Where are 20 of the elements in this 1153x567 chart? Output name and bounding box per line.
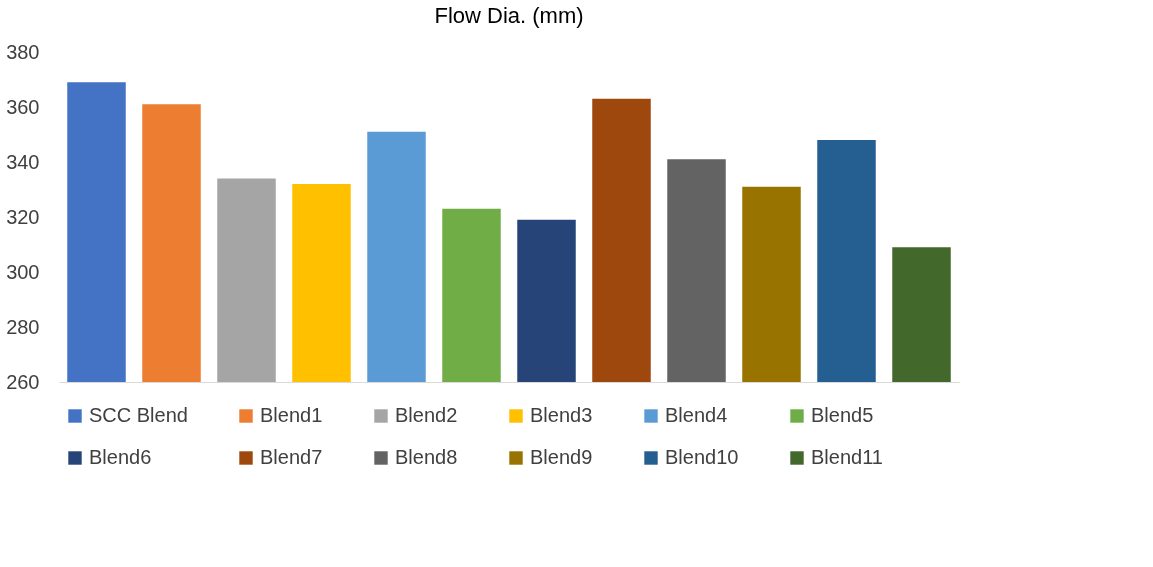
y-tick-label: 360 — [6, 95, 40, 118]
legend-label: Blend1 — [260, 404, 323, 426]
y-tick-label: 300 — [6, 260, 40, 283]
y-tick-label: 260 — [6, 370, 40, 393]
legend-label: Blend10 — [665, 446, 739, 468]
legend-label: Blend3 — [530, 404, 593, 426]
legend-label: Blend5 — [811, 404, 874, 426]
chart-title: Flow Dia. (mm) — [434, 3, 584, 28]
legend-label: Blend6 — [89, 446, 152, 468]
y-tick-label: 340 — [6, 150, 40, 173]
legend-label: SCC Blend — [89, 404, 188, 426]
legend-label: Blend7 — [260, 446, 323, 468]
y-tick-label: 280 — [6, 315, 40, 338]
legend-label: Blend2 — [395, 404, 458, 426]
y-tick-label: 320 — [6, 205, 40, 228]
legend-label: Blend9 — [530, 446, 593, 468]
y-tick-label: 380 — [6, 40, 40, 63]
legend-label: Blend8 — [395, 446, 458, 468]
legend-label: Blend4 — [665, 404, 728, 426]
legend-label: Blend11 — [811, 446, 883, 468]
